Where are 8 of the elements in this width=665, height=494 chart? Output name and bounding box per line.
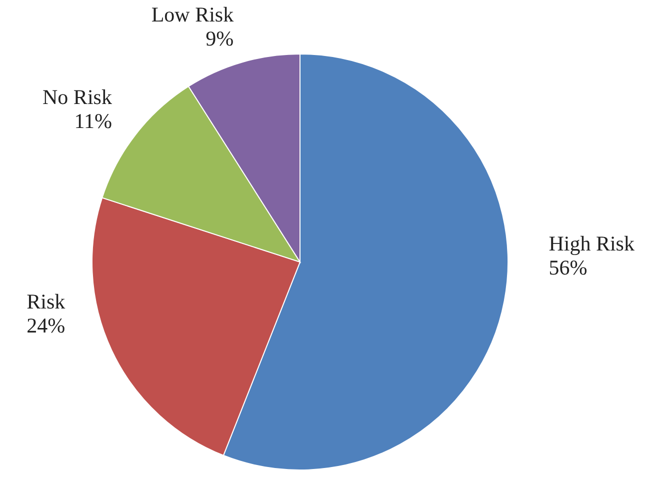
slice-label: Risk: [26, 289, 66, 314]
data-label: 11%: [74, 109, 112, 134]
slice-label: High Risk: [548, 232, 635, 256]
data-label: 56%: [548, 256, 588, 280]
slice-label: Low Risk: [151, 2, 234, 26]
slice-label: No Risk: [42, 85, 112, 110]
data-label: 9%: [206, 26, 234, 50]
data-label: 24%: [26, 313, 66, 338]
